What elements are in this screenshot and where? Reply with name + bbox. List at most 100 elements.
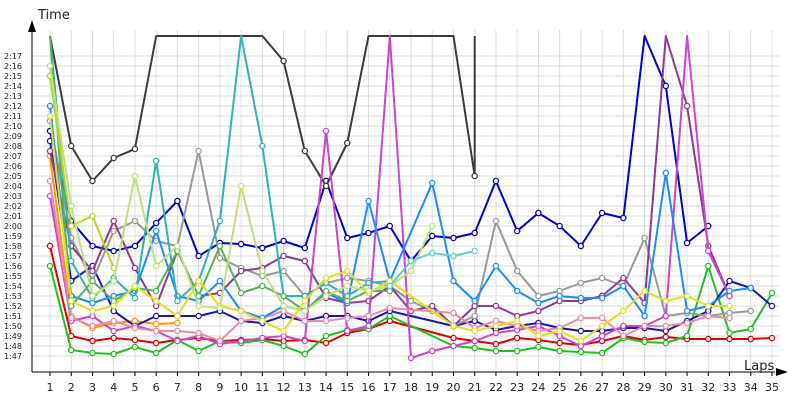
data-point [428,179,436,187]
y-tick-label: 2:15 [4,72,22,81]
data-point [301,244,309,252]
data-point [46,147,54,155]
data-point [110,334,117,342]
data-point [301,337,309,345]
data-point [705,302,712,310]
data-point [152,339,160,347]
data-point [513,334,521,342]
data-point [152,227,160,235]
data-point [726,287,733,295]
x-tick-label: 16 [362,381,376,394]
y-tick-label: 1:58 [4,242,22,251]
data-point [705,247,712,255]
data-point [513,287,521,295]
data-point [556,327,563,335]
x-tick-label: 28 [616,381,630,394]
y-tick-label: 1:48 [4,342,22,351]
data-point [428,249,436,257]
data-point [620,307,627,315]
data-point [152,327,160,335]
data-point [365,312,372,320]
data-point [89,212,96,220]
data-point [301,317,309,325]
data-point [768,302,776,310]
x-tick-label: 23 [510,381,524,394]
data-point [89,292,96,300]
data-point [67,297,75,305]
x-tick-label: 8 [195,381,202,394]
x-tick-label: 24 [531,381,545,394]
data-point [259,334,266,342]
x-tick-label: 35 [765,381,779,394]
data-point [683,319,691,327]
data-point [259,267,266,275]
data-point [174,319,181,327]
data-point [535,332,542,340]
data-point [513,227,521,235]
data-point [152,349,160,357]
data-point [768,334,776,342]
data-point [513,317,521,325]
data-point [89,337,96,345]
data-point [598,274,606,282]
data-point [428,232,436,240]
x-tick-label: 17 [383,381,397,394]
data-point [237,337,245,345]
data-point [67,332,75,340]
data-point [471,327,478,335]
y-tick-label: 1:59 [4,232,22,241]
data-point [407,257,415,265]
data-point [620,214,627,222]
data-point [237,267,245,275]
data-point [259,317,266,325]
data-point [662,169,670,177]
y-tick-label: 1:51 [4,312,22,321]
data-point [237,182,245,190]
data-point [46,262,54,270]
data-point [322,127,330,135]
y-tick-label: 1:53 [4,292,22,301]
data-point [492,217,500,225]
data-point [152,320,160,328]
data-point [598,349,606,357]
y-tick-label: 2:03 [4,192,22,201]
data-point [513,347,521,355]
data-point [450,277,457,285]
data-point [365,229,372,237]
data-point [620,332,627,340]
data-point [726,277,733,285]
data-point [89,267,96,275]
data-point [195,302,202,310]
x-tick-label: 33 [723,381,737,394]
x-tick-label: 21 [468,381,482,394]
data-point [110,327,117,335]
x-tick-label: 22 [489,381,503,394]
x-tick-label: 19 [425,381,439,394]
data-point [471,312,478,320]
data-point [89,177,96,185]
y-tick-label: 1:49 [4,332,22,341]
data-point [195,347,202,355]
data-point [492,340,500,348]
data-point [471,172,478,180]
y-tick-label: 2:11 [4,112,22,121]
data-point [89,322,96,330]
data-point [598,314,606,322]
data-point [365,287,372,295]
data-point [131,172,139,180]
data-point [259,142,266,150]
data-point [152,219,160,227]
y-tick-label: 2:04 [4,182,22,191]
data-point [662,339,670,347]
data-point [641,312,648,320]
data-point [280,252,287,260]
series-15 [46,112,733,345]
data-point [641,287,648,295]
x-tick-label: 31 [680,381,694,394]
data-point [259,244,266,252]
y-tick-label: 2:01 [4,212,22,221]
data-point [683,239,691,247]
data-point [237,307,245,315]
x-axis-arrow [776,368,788,376]
